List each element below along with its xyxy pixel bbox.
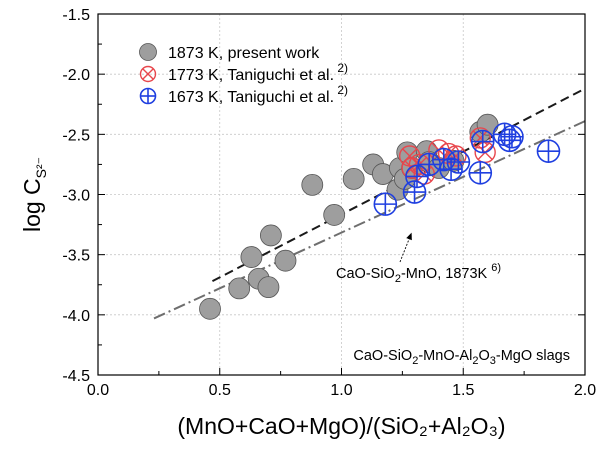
y-tick-label: -2.5 (62, 127, 90, 144)
marker-cross-b (142, 68, 154, 80)
data-point-series-0 (301, 173, 324, 196)
marker-circle (139, 65, 157, 83)
legend-marker-0 (139, 43, 157, 61)
axis-ticks: 0.0 0.5 1.0 1.5 2.0 -4.5 -4.0 -3.5 -3.0 -2.5 -2.0 -… (62, 7, 596, 399)
data-point-series-0 (274, 249, 297, 272)
legend-superscript: 2) (334, 83, 348, 97)
annotation-arrow (399, 232, 412, 263)
y-tick-label: -4.5 (62, 368, 90, 385)
fit-lines (153, 87, 586, 320)
legend-marker-2 (139, 87, 157, 105)
marker-circle (240, 246, 263, 268)
x-tick-label: 1.0 (330, 382, 352, 399)
annotation-subscript: 2 (395, 273, 401, 285)
y-axis-label-sub: S²⁻ (33, 157, 49, 178)
annotation-subscript: 2 (412, 355, 418, 367)
data-point-series-2 (446, 150, 471, 174)
marker-circle (228, 277, 251, 300)
data-point-series-0 (342, 167, 365, 190)
annotation-text: CaO-SiO (336, 266, 395, 282)
data-point-series-2 (536, 139, 561, 163)
annotation-text: -MgO slags (496, 348, 570, 364)
annotation-system-label: CaO-SiO2-MnO-Al2O3-MgO slags (353, 348, 570, 367)
annotation-subscript: 3 (490, 355, 496, 367)
data-point-series-2 (470, 129, 495, 154)
data-point-series-0 (259, 224, 282, 247)
fit-line-dashdot (153, 120, 586, 320)
legend-superscript: 2) (334, 61, 348, 75)
y-tick-label: -3.0 (62, 188, 90, 205)
data-point-series-0 (240, 246, 263, 268)
data-point-series-0 (257, 276, 280, 299)
annotation-line-label: CaO-SiO2-MnO, 1873K 6) (336, 262, 501, 285)
data-point-series-0 (323, 204, 346, 226)
annotation-superscript: 6) (491, 262, 501, 274)
legend-label-0: 1873 K, present work (168, 45, 320, 62)
annotation-subscript: 2 (472, 355, 478, 367)
y-tick-label: -4.0 (62, 308, 90, 325)
legend-label-2: 1673 K, Taniguchi et al. 2) (168, 83, 348, 106)
x-tick-label: 2.0 (574, 382, 596, 399)
annotation-text: -MnO-Al (418, 348, 472, 364)
axis-labels: (MnO+CaO+MgO)/(SiO₂+Al₂O₃) log CS²⁻ (19, 157, 506, 439)
y-tick-label: -1.5 (62, 7, 90, 24)
y-tick-label: -2.0 (62, 67, 90, 84)
x-axis-label: (MnO+CaO+MgO)/(SiO₂+Al₂O₃) (177, 413, 505, 439)
y-axis-label-main: log C (19, 178, 45, 232)
annotation-text: -MnO, 1873K (401, 266, 491, 282)
marker-circle (323, 204, 346, 226)
marker-circle (199, 297, 221, 320)
data-point-series-2 (373, 192, 398, 216)
data-point-series-0 (228, 277, 251, 300)
marker-circle (139, 43, 157, 61)
data-point-series-2 (405, 164, 429, 189)
annotation-text: CaO-SiO (353, 348, 412, 364)
marker-cross-b (472, 130, 488, 146)
legend-marker-1 (139, 65, 157, 83)
x-tick-label: 0.0 (87, 382, 109, 399)
marker-circle (445, 145, 467, 167)
data-point-series-2 (402, 180, 427, 204)
data-points (199, 113, 561, 320)
legend-text: 1673 K, Taniguchi et al. (168, 89, 334, 106)
y-axis-label: log CS²⁻ (19, 157, 49, 232)
data-point-series-2 (417, 152, 441, 177)
marker-circle (259, 224, 282, 247)
x-tick-label: 1.5 (452, 382, 474, 399)
legend-text: 1873 K, present work (168, 45, 320, 62)
annotations: CaO-SiO2-MnO, 1873K 6)CaO-SiO2-MnO-Al2O3… (336, 232, 570, 367)
marker-circle (342, 167, 365, 190)
x-tick-label: 0.5 (209, 382, 231, 399)
legend-label-1: 1773 K, Taniguchi et al. 2) (168, 61, 348, 84)
marker-circle (274, 249, 297, 272)
y-tick-label: -3.5 (62, 248, 90, 265)
data-point-series-0 (199, 297, 221, 320)
annotation-text: O (478, 348, 489, 364)
data-point-series-2 (500, 124, 524, 149)
marker-circle (301, 173, 324, 196)
marker-circle (257, 276, 280, 299)
legend-text: 1773 K, Taniguchi et al. (168, 67, 334, 84)
data-point-series-2 (468, 161, 493, 185)
